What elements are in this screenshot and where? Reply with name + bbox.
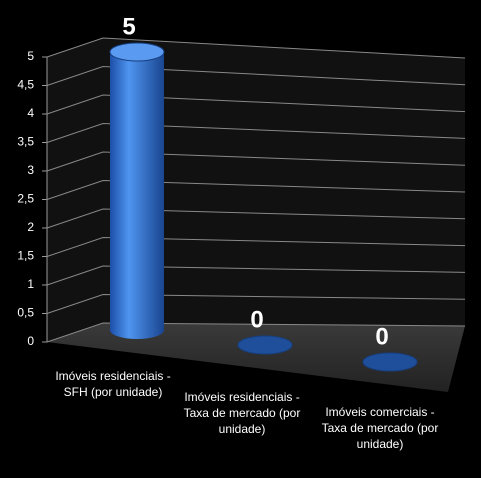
x-tick-label: Imóveis residenciais - Taxa de mercado (…: [183, 390, 301, 436]
bar: [237, 335, 293, 355]
grid-line: [46, 265, 466, 286]
y-tick-label: 3: [27, 163, 34, 177]
grid-line: [46, 151, 466, 172]
y-tick-label: 1: [27, 277, 34, 291]
y-tick-label: 2,5: [17, 192, 34, 206]
grid-line: [46, 122, 466, 143]
y-tick-label: 1,5: [17, 249, 34, 263]
bar: [362, 352, 418, 372]
y-tick-label: 3,5: [17, 135, 34, 149]
y-tick-label: 2: [27, 220, 34, 234]
y-tick-label: 4: [27, 106, 34, 120]
y-tick-label: 5: [27, 49, 34, 63]
x-tick-label: Imóveis comerciais - Taxa de mercado (po…: [321, 405, 439, 451]
grid-line: [46, 94, 466, 115]
data-label: 0: [250, 306, 263, 333]
grid-line: [46, 179, 466, 200]
grid-line: [46, 293, 466, 314]
grid-line: [46, 208, 466, 229]
data-label: 0: [375, 323, 388, 350]
grid-line: [46, 236, 466, 257]
grid-line: [46, 65, 466, 86]
grid-line: [46, 322, 466, 343]
y-tick-label: 4,5: [17, 78, 34, 92]
x-tick-label: Imóveis residenciais - SFH (por unidade): [55, 369, 171, 399]
data-label: 5: [122, 13, 135, 40]
bar: [109, 42, 165, 339]
y-tick-label: 0,5: [17, 306, 34, 320]
floor: [47, 323, 465, 392]
y-tick-label: 0: [27, 334, 34, 348]
grid-line: [46, 37, 466, 59]
